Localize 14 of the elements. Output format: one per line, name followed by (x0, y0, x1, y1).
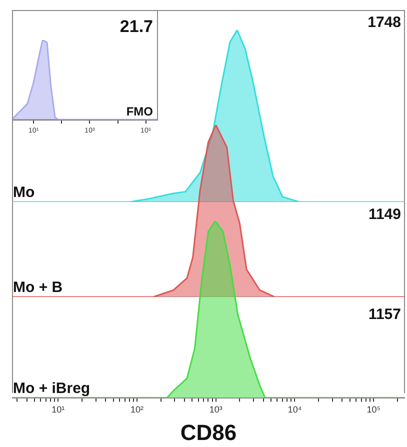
x-axis-title: CD86 (180, 420, 237, 445)
x-tick-label: 10² (130, 404, 144, 415)
x-tick-label: 10³ (209, 404, 222, 415)
series-label: FMO (126, 104, 153, 119)
x-tick-label: 10⁴ (288, 404, 302, 415)
annotation: 1149 (368, 206, 401, 223)
series-label: Mo + iBreg (13, 380, 90, 397)
series-label: Mo (13, 184, 35, 201)
annotation: 1748 (368, 14, 401, 31)
x-tick-label: 10⁵ (366, 404, 381, 415)
x-tick-label: 10¹ (52, 404, 65, 415)
annotation: 1157 (368, 306, 401, 323)
series-label: Mo + B (13, 279, 63, 296)
annotation: 21.7 (120, 17, 153, 36)
